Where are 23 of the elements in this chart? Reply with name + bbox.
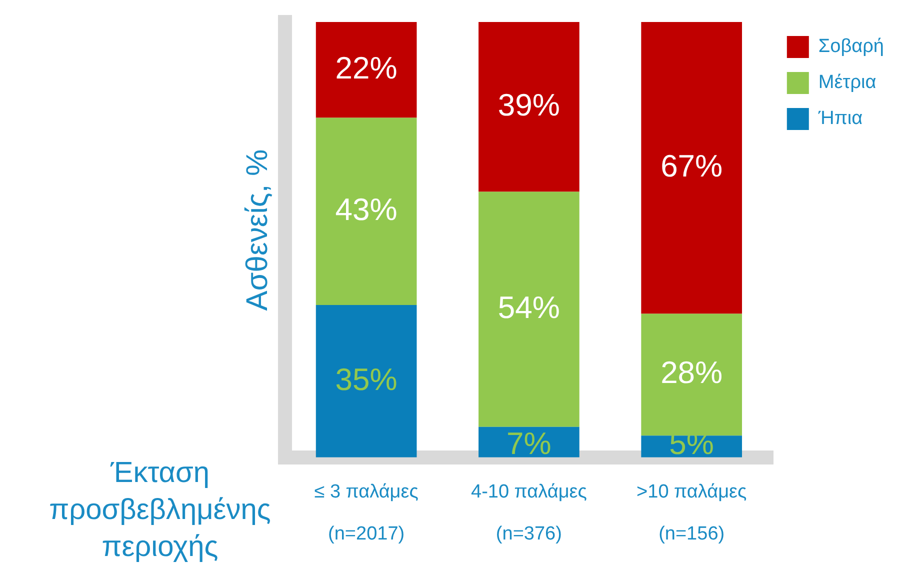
bar: [641, 22, 742, 314]
bar: [478, 22, 580, 192]
x-tick-label: 4-10 παλάμες (n=376): [470, 482, 587, 544]
bar: [478, 192, 580, 427]
data-label: 43%: [335, 192, 398, 227]
legend-label: Σοβαρή: [818, 36, 884, 58]
bar: [316, 22, 417, 118]
data-label: 54%: [498, 290, 560, 325]
y-axis-title: Ασθενείς, %: [241, 149, 275, 311]
data-label: 7%: [506, 426, 552, 461]
x-tick-label: >10 παλάμες (n=156): [636, 482, 747, 544]
x-axis-title: Έκταση προσβεβλημένης περιοχής: [48, 456, 272, 565]
data-label: 28%: [660, 355, 723, 390]
bar: [641, 314, 742, 436]
data-label: 35%: [335, 362, 398, 397]
legend-label: Μέτρια: [818, 72, 876, 94]
bar: [316, 118, 417, 306]
x-tick-label: ≤ 3 παλάμες (n=2017): [314, 482, 418, 544]
data-label: 67%: [660, 148, 723, 184]
legend-label: Ήπια: [817, 108, 863, 130]
data-label: 22%: [335, 50, 398, 86]
data-label: 39%: [498, 87, 560, 122]
bar: [316, 305, 417, 458]
